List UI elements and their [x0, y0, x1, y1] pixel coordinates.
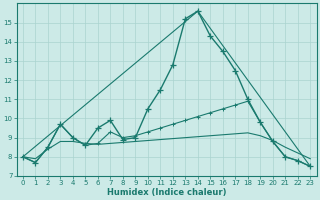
X-axis label: Humidex (Indice chaleur): Humidex (Indice chaleur)	[107, 188, 226, 197]
